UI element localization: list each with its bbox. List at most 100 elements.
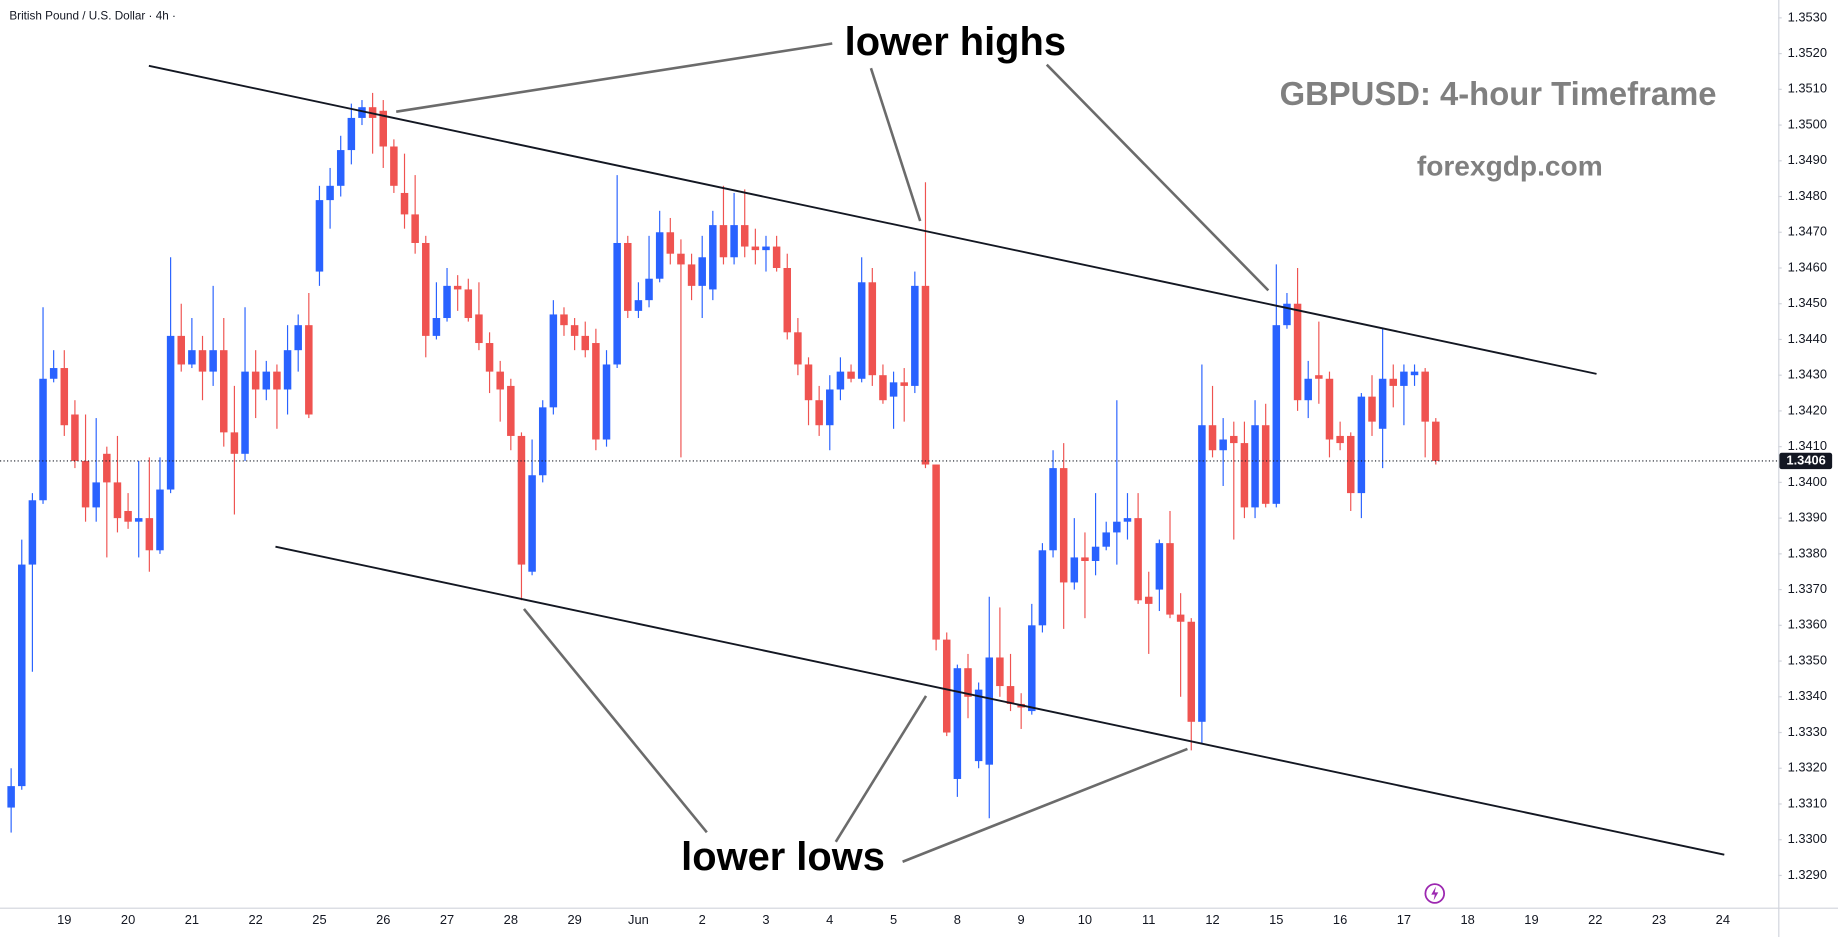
candle-body	[81, 460, 90, 508]
candle-body	[857, 282, 866, 379]
y-tick-label: 1.3420	[1788, 402, 1827, 417]
y-tick-label: 1.3460	[1788, 259, 1827, 274]
x-tick-label: Jun	[628, 912, 649, 927]
x-tick-label: 24	[1716, 912, 1730, 927]
candle-body	[1187, 621, 1196, 722]
candle-body	[517, 435, 526, 565]
candle-body	[921, 285, 930, 465]
candle-body	[347, 117, 356, 151]
replay-icon[interactable]	[1424, 883, 1446, 904]
candle-body	[294, 325, 302, 351]
pointer-line	[396, 42, 833, 113]
icon-bolt	[1431, 886, 1439, 901]
candle-body	[687, 264, 696, 286]
last-price-box	[1779, 452, 1833, 470]
x-tick-label: 5	[890, 912, 897, 927]
brand-label: forexgdp.com	[1417, 150, 1603, 182]
pointer-line	[834, 695, 928, 843]
x-tick-label: 23	[1652, 912, 1666, 927]
y-tick-label: 1.3310	[1788, 795, 1827, 810]
candle-body	[730, 225, 738, 258]
candle-body	[326, 185, 334, 201]
candle-body	[7, 786, 15, 808]
candle-body	[592, 343, 600, 440]
candle-body	[666, 232, 675, 254]
candle-body	[485, 343, 494, 372]
candle-body	[1208, 425, 1217, 451]
candle-body	[475, 314, 483, 344]
pointer-line	[1045, 63, 1270, 292]
candle-body	[1283, 303, 1291, 326]
y-tick-label: 1.3360	[1788, 617, 1827, 632]
candle-body	[1144, 596, 1153, 604]
candle-body	[847, 371, 855, 379]
candle-body	[443, 285, 451, 319]
candle-body	[453, 285, 462, 290]
candle-body	[751, 246, 760, 251]
x-tick-label: 10	[1078, 912, 1092, 927]
candle-body	[985, 657, 994, 765]
x-tick-label: 28	[504, 912, 518, 927]
candle-body	[613, 242, 621, 365]
candle-body	[283, 350, 292, 390]
candle-body	[145, 518, 154, 551]
candle-body	[1166, 543, 1174, 615]
y-tick-label: 1.3330	[1788, 724, 1827, 739]
y-tick-label: 1.3430	[1788, 367, 1827, 382]
candle-body	[39, 378, 47, 501]
candle-body	[762, 246, 770, 251]
candle-body	[974, 689, 983, 762]
candle-body	[1304, 378, 1312, 401]
y-tick-label: 1.3520	[1788, 45, 1827, 60]
candle-body	[1113, 521, 1121, 533]
candle-body	[379, 110, 387, 147]
candle-body	[198, 350, 207, 372]
chart-heading: GBPUSD: 4-hour Timeframe	[1280, 75, 1717, 112]
y-tick-label: 1.3500	[1788, 116, 1827, 131]
candle-body	[549, 314, 558, 408]
candle-body	[1325, 378, 1334, 440]
x-tick-label: 20	[121, 912, 135, 927]
candle-body	[496, 371, 504, 390]
candle-body	[624, 242, 632, 311]
y-tick-label: 1.3340	[1788, 688, 1827, 703]
x-tick-label: 29	[567, 912, 581, 927]
candle-body	[1346, 435, 1355, 494]
y-tick-label: 1.3350	[1788, 652, 1827, 667]
candle-body	[1081, 557, 1089, 562]
candle-body	[134, 518, 143, 522]
candle-body	[1389, 378, 1398, 386]
candle-body	[1091, 546, 1100, 562]
y-tick-label: 1.3510	[1788, 81, 1827, 96]
candle-body	[804, 364, 813, 401]
candle-body	[996, 657, 1004, 687]
y-tick-label: 1.3380	[1788, 545, 1827, 560]
candle-body	[411, 214, 419, 243]
candle-body	[953, 668, 962, 779]
candle-body	[1123, 518, 1132, 522]
x-tick-label: 19	[1524, 912, 1538, 927]
last-price-label: 1.3406	[1786, 452, 1825, 467]
y-tick-label: 1.3290	[1788, 867, 1827, 882]
candle-body	[464, 289, 473, 319]
candle-body	[911, 285, 919, 386]
candle-body	[645, 278, 653, 301]
candle-body	[932, 464, 940, 640]
x-tick-label: 12	[1205, 912, 1219, 927]
candle-body	[581, 335, 590, 351]
candle-body	[942, 639, 951, 733]
candle-body	[273, 371, 281, 390]
y-tick-label: 1.3400	[1788, 474, 1827, 489]
candle-body	[528, 475, 536, 572]
symbol-title: British Pound / U.S. Dollar · 4h ·	[9, 10, 175, 23]
x-tick-label: 16	[1333, 912, 1347, 927]
candle-body	[1336, 435, 1344, 444]
candle-body	[166, 335, 175, 490]
candle-body	[315, 200, 324, 272]
candle-body	[1261, 425, 1270, 504]
candle-body	[1357, 396, 1366, 494]
candle-body	[18, 564, 26, 787]
candle-body	[1230, 435, 1238, 444]
